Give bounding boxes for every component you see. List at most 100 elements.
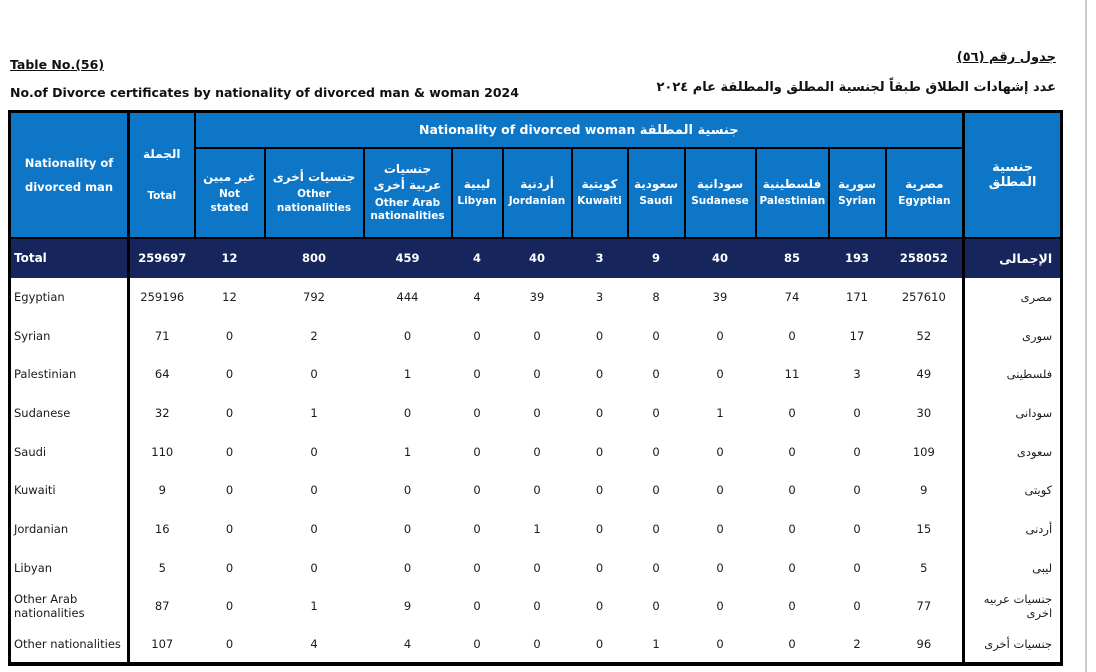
data-cell: 3	[571, 277, 628, 317]
col-header-label-ar: غير مبين	[203, 170, 256, 185]
total-row: Total 259697 12 800 459 4 40 3 9 40 85 193 258052 الإ…	[9, 237, 1062, 278]
data-cell: 39	[502, 277, 572, 317]
header-group-row: Nationality of divorced man الجملة Total…	[8, 110, 1063, 239]
data-cell: 0	[194, 393, 265, 433]
row-label-ar: جنسيات أخرى	[962, 625, 1062, 665]
data-cell: 0	[451, 509, 503, 549]
data-cell: 1	[684, 393, 756, 433]
data-cell: 0	[571, 354, 628, 394]
data-cell: 0	[502, 393, 572, 433]
data-cell: 52	[885, 316, 964, 355]
col-header-not-stated: غير مبين Not stated	[193, 146, 266, 239]
data-cell: 5	[885, 548, 964, 587]
row-total-value: 110	[128, 432, 195, 471]
data-cell: 2	[828, 625, 886, 665]
row-label-en: Jordanian	[9, 509, 130, 549]
data-cell: 0	[502, 432, 572, 471]
col-header-total: الجملة Total	[127, 110, 196, 239]
data-cell: 792	[264, 277, 364, 317]
data-cell: 11	[755, 354, 829, 394]
data-cell: 0	[828, 393, 886, 433]
data-cell: 0	[194, 432, 265, 471]
data-cell: 0	[755, 432, 829, 471]
col-header-label-ar: جنسيات أخرى	[272, 170, 356, 185]
row-label-ar: جنسيات عربيه اخرى	[962, 587, 1062, 626]
data-cell: 77	[885, 587, 964, 626]
col-header-label-ar: سعودية	[633, 177, 679, 192]
row-total-value: 259697	[128, 237, 195, 278]
row-total-value: 16	[128, 509, 195, 549]
row-total-value: 32	[128, 393, 195, 433]
data-cell: 1	[363, 354, 452, 394]
data-cell: 0	[363, 470, 452, 510]
data-cell: 0	[627, 316, 685, 355]
col-header-jordanian: أردنية Jordanian	[501, 146, 573, 239]
col-header-palestinian: فلسطينية Palestinian	[754, 146, 830, 239]
data-cell: 171	[828, 277, 886, 317]
table-row-syrian: Syrian 71 0 2 0 0 0 0 0 0 0 17 52 سورى	[9, 316, 1062, 355]
table-row-palestinian: Palestinian 64 0 0 1 0 0 0 0 0 11 3 49 فلسطينى	[9, 354, 1062, 394]
data-cell: 0	[194, 548, 265, 587]
data-cell: 0	[571, 509, 628, 549]
data-cell: 0	[264, 509, 364, 549]
table-row-jordanian: Jordanian 16 0 0 0 0 1 0 0 0 0 0 15 أردنى	[9, 509, 1062, 549]
data-cell: 0	[363, 316, 452, 355]
data-cell: 3	[828, 354, 886, 394]
data-cell: 0	[451, 316, 503, 355]
data-cell: 0	[571, 625, 628, 665]
row-label-en: Libyan	[9, 548, 130, 587]
data-cell: 0	[684, 432, 756, 471]
data-cell: 0	[684, 470, 756, 510]
row-total-value: 259196	[128, 277, 195, 317]
data-cell: 0	[451, 587, 503, 626]
data-cell: 0	[502, 470, 572, 510]
data-cell: 15	[885, 509, 964, 549]
data-cell: 0	[451, 548, 503, 587]
divorce-certificates-table: Nationality of divorced man الجملة Total…	[8, 110, 1064, 667]
data-cell: 1	[264, 587, 364, 626]
data-cell: 0	[451, 354, 503, 394]
data-cell: 0	[363, 509, 452, 549]
col-header-label-ar: سودانية	[696, 177, 744, 192]
data-cell: 0	[264, 548, 364, 587]
data-cell: 4	[264, 625, 364, 665]
col-header-label-ar: سورية	[837, 177, 876, 192]
col-header-other-nationalities: جنسيات أخرى Other nationalities	[263, 146, 365, 239]
data-cell: 30	[885, 393, 964, 433]
data-cell: 0	[684, 354, 756, 394]
data-cell: 0	[755, 393, 829, 433]
col-header-label-ar: كويتية	[581, 177, 618, 192]
col-header-label-en: Libyan	[457, 195, 497, 208]
row-label-ar: الإجمالى	[962, 237, 1062, 278]
row-total-value: 107	[128, 625, 195, 665]
data-cell: 0	[451, 470, 503, 510]
col-header-label-en: Kuwaiti	[577, 195, 622, 208]
table-number-en: Table No.(56)	[10, 57, 105, 72]
data-cell: 109	[885, 432, 964, 471]
data-cell: 0	[755, 470, 829, 510]
data-cell: 0	[684, 625, 756, 665]
data-cell: 0	[627, 393, 685, 433]
data-cell: 9	[885, 470, 964, 510]
data-cell: 0	[264, 354, 364, 394]
row-label-ar: ليبى	[962, 548, 1062, 587]
data-cell: 0	[755, 625, 829, 665]
table-subtitle-en: No.of Divorce certificates by nationalit…	[10, 85, 519, 100]
data-cell: 0	[194, 509, 265, 549]
row-label-ar: أردنى	[962, 509, 1062, 549]
table-row-egyptian: Egyptian 259196 12 792 444 4 39 3 8 39 74 171 257610…	[9, 277, 1062, 317]
col-header-sudanese: سودانية Sudanese	[683, 146, 757, 239]
table-row-sudanese: Sudanese 32 0 1 0 0 0 0 0 1 0 0 30 سودانى	[9, 393, 1062, 433]
row-total-value: 9	[128, 470, 195, 510]
data-cell: 9	[627, 237, 685, 278]
table-row-saudi: Saudi 110 0 0 1 0 0 0 0 0 0 0 109 سعودى	[9, 432, 1062, 471]
column-header-row: غير مبين Not stated جنسيات أخرى Other natio…	[10, 146, 1062, 239]
data-cell: 4	[363, 625, 452, 665]
data-cell: 40	[502, 237, 572, 278]
total-header-ar: الجملة	[143, 146, 181, 161]
woman-group-en: Nationality of divorced woman	[419, 121, 636, 137]
woman-group-ar: جنسية المطلقة	[639, 122, 739, 138]
data-cell: 12	[194, 237, 265, 278]
row-total-value: 87	[128, 587, 195, 626]
